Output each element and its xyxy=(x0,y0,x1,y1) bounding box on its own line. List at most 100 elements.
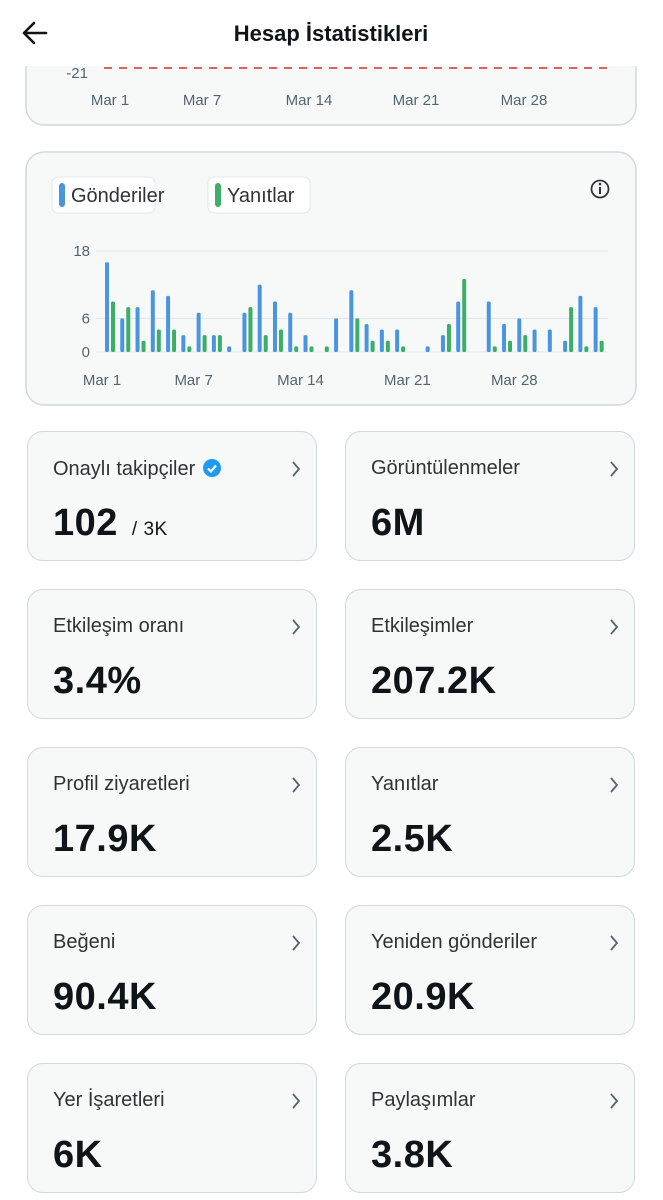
legend-swatch xyxy=(215,183,221,207)
stat-value-box: 6M xyxy=(371,502,425,545)
stat-card[interactable]: Beğeni 90.4K xyxy=(27,905,317,1035)
bar xyxy=(272,301,277,352)
x-tick-label: Mar 7 xyxy=(174,372,212,389)
bar xyxy=(502,323,507,352)
stat-label-text: Paylaşımlar xyxy=(371,1089,476,1111)
stat-label: Etkileşim oranı xyxy=(53,615,184,638)
bar xyxy=(196,312,201,352)
legend-label: Yanıtlar xyxy=(227,185,295,207)
stat-label-text: Yer İşaretleri xyxy=(53,1089,165,1111)
legend-swatch xyxy=(59,183,65,207)
stat-label-text: Yanıtlar xyxy=(371,773,439,795)
bar xyxy=(446,323,451,352)
bar xyxy=(547,329,552,352)
chevron xyxy=(292,1093,301,1109)
bar xyxy=(217,335,222,352)
stat-value-box: 102 / 3K xyxy=(53,502,168,545)
x-tick-label: Mar 7 xyxy=(183,92,221,109)
bar xyxy=(563,340,568,352)
bar xyxy=(334,318,339,352)
bar xyxy=(135,307,140,352)
bar xyxy=(349,290,354,352)
legend-chip xyxy=(207,176,311,214)
stat-label-text: Yeniden gönderiler xyxy=(371,931,538,953)
bar xyxy=(395,329,400,352)
stat-value-box: 2.5K xyxy=(371,818,453,861)
stat-label-text: Profil ziyaretleri xyxy=(53,773,190,795)
back-button[interactable] xyxy=(22,21,48,45)
legend-chip xyxy=(51,176,156,214)
stat-card[interactable]: Yer İşaretleri 6K xyxy=(27,1063,317,1193)
x-tick-label: Mar 14 xyxy=(277,372,324,389)
verified-badge xyxy=(203,459,222,477)
bar xyxy=(211,335,216,352)
stat-label-text: Beğeni xyxy=(53,931,116,953)
x-tick-label: Mar 1 xyxy=(83,372,121,389)
bar xyxy=(242,312,247,352)
stat-value: 20.9K xyxy=(371,976,475,1018)
y-tick-label: 18 xyxy=(73,243,90,260)
bar xyxy=(593,307,598,352)
chevron xyxy=(610,1093,619,1109)
stat-card[interactable]: Onaylı takipçiler 102 / 3K xyxy=(27,431,317,561)
stat-value: 207.2K xyxy=(371,660,497,702)
stat-label: Profil ziyaretleri xyxy=(53,773,190,796)
legend-label: Gönderiler xyxy=(71,185,165,207)
bar xyxy=(517,318,522,352)
stat-value-box: 20.9K xyxy=(371,976,475,1019)
stat-card[interactable]: Görüntülenmeler 6M xyxy=(345,431,635,561)
stat-label: Görüntülenmeler xyxy=(371,457,520,480)
stat-card[interactable]: Etkileşimler 207.2K xyxy=(345,589,635,719)
bar xyxy=(309,346,314,352)
x-tick-label: Mar 1 xyxy=(91,92,129,109)
bar xyxy=(172,329,177,352)
stat-label: Beğeni xyxy=(53,931,115,954)
stat-value-box: 90.4K xyxy=(53,976,157,1019)
stat-label: Yanıtlar xyxy=(371,773,438,796)
bar xyxy=(532,329,537,352)
stat-value-box: 17.9K xyxy=(53,818,157,861)
bar xyxy=(385,340,390,352)
chevron xyxy=(610,777,619,793)
info-icon[interactable] xyxy=(590,179,610,199)
stat-value-box: 3.8K xyxy=(371,1134,453,1177)
bar xyxy=(181,335,186,352)
stat-card[interactable]: Yeniden gönderiler 20.9K xyxy=(345,905,635,1035)
bar xyxy=(156,329,161,352)
bar xyxy=(227,346,232,352)
bar xyxy=(111,301,115,352)
bar xyxy=(288,312,293,352)
stat-card[interactable]: Etkileşim oranı 3.4% xyxy=(27,589,317,719)
stat-label: Yer İşaretleri xyxy=(53,1089,165,1112)
chevron xyxy=(610,619,619,635)
header-bg xyxy=(0,0,663,66)
bar xyxy=(370,340,375,352)
bar xyxy=(105,262,109,352)
chevron xyxy=(292,619,301,635)
bar xyxy=(401,346,406,352)
bar xyxy=(166,295,171,352)
bar xyxy=(486,301,491,352)
bar xyxy=(492,346,497,352)
bar xyxy=(278,329,283,352)
bar xyxy=(584,346,589,352)
bar xyxy=(257,284,262,352)
stat-card[interactable]: Yanıtlar 2.5K xyxy=(345,747,635,877)
bar xyxy=(456,301,461,352)
stat-card[interactable]: Profil ziyaretleri 17.9K xyxy=(27,747,317,877)
bar xyxy=(303,335,308,352)
chevron xyxy=(610,461,619,477)
stat-value: 3.8K xyxy=(371,1134,454,1176)
bar xyxy=(120,318,125,352)
bar xyxy=(379,329,384,352)
bar xyxy=(294,346,299,352)
bar xyxy=(263,335,268,352)
bar xyxy=(202,335,207,352)
stat-value-box: 6K xyxy=(53,1134,103,1177)
x-tick-label: Mar 28 xyxy=(501,92,548,109)
stat-value: 6M xyxy=(371,502,425,544)
stat-card[interactable]: Paylaşımlar 3.8K xyxy=(345,1063,635,1193)
bar xyxy=(440,335,445,352)
bar xyxy=(364,323,369,352)
stat-label-text: Görüntülenmeler xyxy=(371,457,520,479)
